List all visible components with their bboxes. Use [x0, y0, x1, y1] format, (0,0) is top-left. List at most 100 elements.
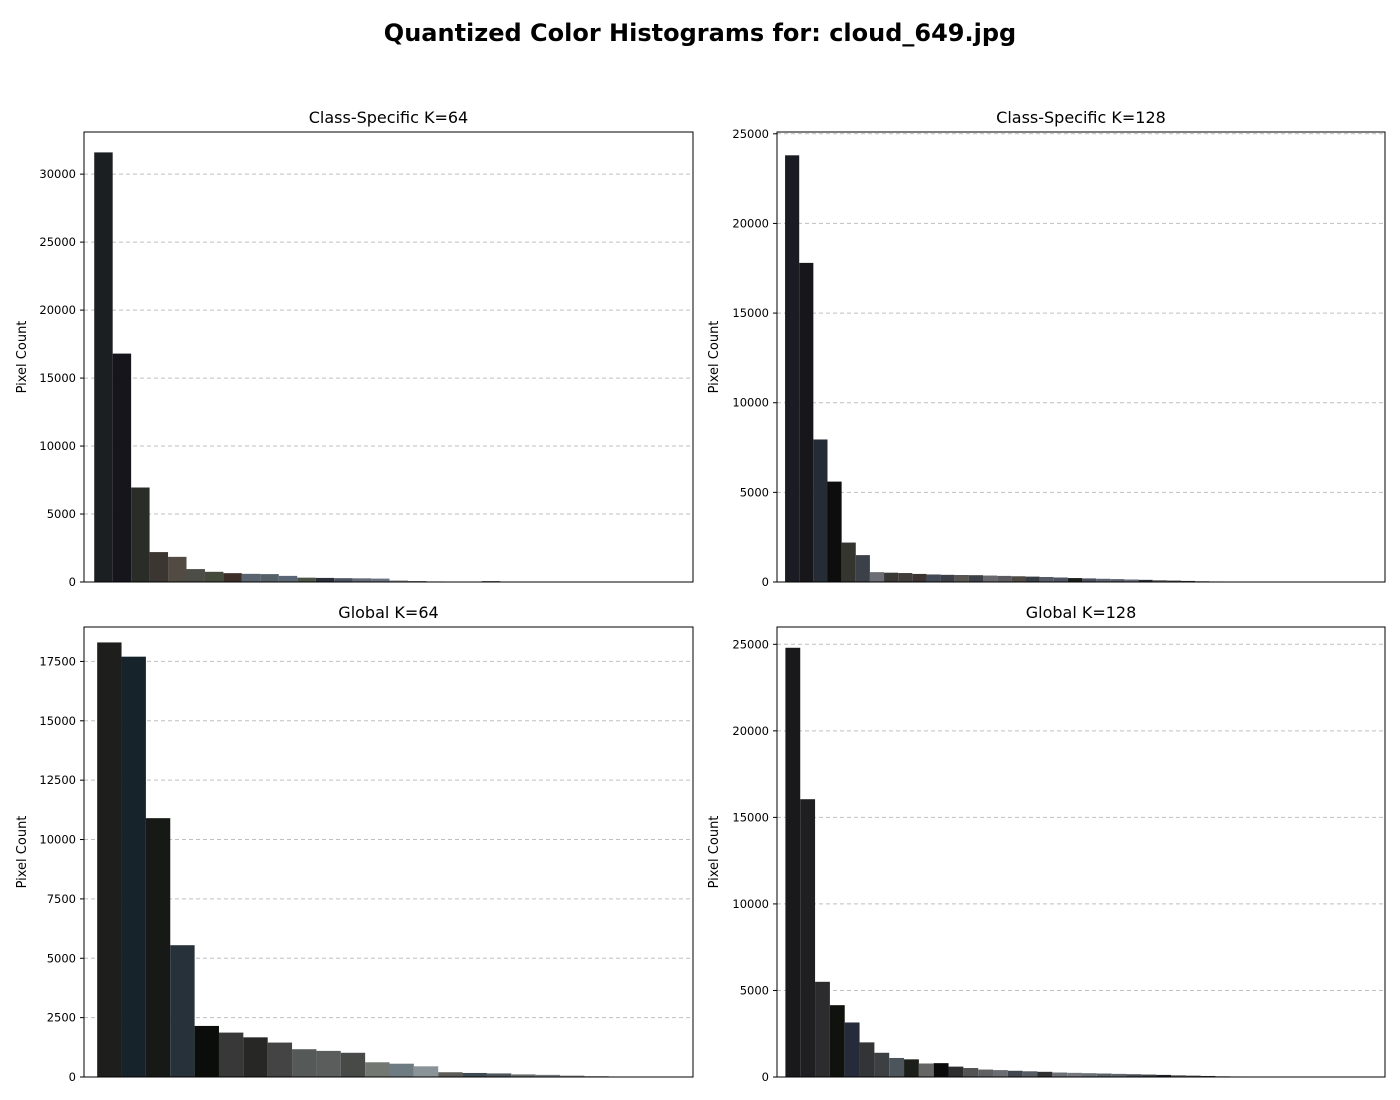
y-tick-label: 20000	[732, 216, 769, 230]
y-tick-label: 0	[69, 1070, 76, 1084]
bar	[785, 647, 801, 1077]
bar	[1166, 580, 1181, 582]
y-tick-label: 25000	[39, 235, 76, 249]
axes-frame	[83, 626, 694, 1078]
bar	[918, 1063, 934, 1077]
bar	[904, 1059, 919, 1077]
bar	[315, 577, 335, 582]
bar	[1096, 578, 1111, 582]
bar	[1096, 1073, 1112, 1077]
bar	[1180, 580, 1196, 582]
bar	[194, 1025, 219, 1077]
bar	[131, 487, 150, 582]
y-tick-label: 10000	[39, 439, 76, 453]
bar	[241, 573, 261, 582]
panel-title: Class-Specific K=64	[309, 108, 468, 127]
y-tick-label: 5000	[740, 485, 769, 499]
bar	[365, 1062, 390, 1077]
y-tick-label: 7500	[47, 892, 76, 906]
panel-title: Class-Specific K=128	[996, 108, 1166, 127]
bar	[968, 575, 984, 582]
bar	[1156, 1074, 1171, 1077]
bar	[948, 1066, 964, 1077]
panel-title: Global K=64	[338, 603, 438, 622]
bar	[223, 573, 242, 582]
bar	[1007, 1070, 1023, 1077]
bar	[535, 1074, 561, 1077]
y-tick-label: 10000	[732, 897, 769, 911]
bar	[800, 799, 816, 1077]
y-tick-label: 10000	[732, 396, 769, 410]
y-tick-label: 25000	[732, 127, 769, 141]
bar	[334, 578, 353, 582]
bar	[121, 656, 146, 1077]
bar	[1022, 1071, 1038, 1077]
panel-class-specific-k64: Class-Specific K=64 Pixel Count 0 5000 100…	[15, 108, 694, 589]
bar	[462, 1072, 487, 1077]
bar	[1152, 580, 1167, 582]
bar	[997, 575, 1012, 582]
bar	[1052, 1072, 1068, 1077]
y-tick-label: 0	[762, 1070, 769, 1084]
bar	[1011, 576, 1026, 582]
bar	[829, 1005, 845, 1077]
bar	[204, 571, 224, 582]
axes-frame	[776, 131, 1386, 583]
bar	[1025, 576, 1040, 582]
bar	[884, 572, 899, 582]
bar	[841, 542, 856, 582]
bar	[186, 569, 205, 582]
bar	[785, 155, 800, 582]
y-tick-label: 5000	[47, 951, 76, 965]
bar	[1067, 1072, 1082, 1077]
bar	[963, 1068, 979, 1077]
bar	[978, 1069, 994, 1077]
bar	[218, 1032, 244, 1077]
bar	[1111, 1073, 1127, 1077]
bar	[371, 578, 390, 582]
bar	[149, 552, 169, 582]
bar	[983, 575, 998, 582]
y-axis-label: Pixel Count	[15, 816, 30, 889]
y-tick-label: 0	[69, 575, 76, 589]
bar	[316, 1050, 341, 1077]
bar	[1124, 579, 1139, 582]
panel-class-specific-k128: Class-Specific K=128 Pixel Count 0 5000 10…	[707, 108, 1386, 589]
y-axis-label: Pixel Count	[15, 321, 30, 394]
panel-title: Global K=128	[1026, 603, 1137, 622]
bar	[912, 573, 927, 582]
bar	[844, 1022, 860, 1077]
bar	[292, 1049, 317, 1077]
y-tick-label: 25000	[732, 637, 769, 651]
bar	[278, 575, 298, 582]
bar	[1138, 579, 1153, 582]
y-tick-label: 30000	[39, 167, 76, 181]
bar	[1141, 1074, 1157, 1077]
y-tick-label: 5000	[740, 983, 769, 997]
bar	[389, 1063, 414, 1077]
bar	[486, 1073, 512, 1077]
bar	[413, 1066, 439, 1077]
bar	[267, 1042, 293, 1077]
bar	[1067, 578, 1082, 582]
bar	[1170, 1075, 1186, 1077]
bar	[1053, 577, 1068, 582]
bar	[94, 152, 113, 582]
bar	[389, 580, 408, 582]
bar	[243, 1037, 268, 1077]
bar	[260, 574, 279, 582]
bar	[799, 262, 814, 582]
bar	[993, 1070, 1008, 1077]
bar	[1110, 579, 1125, 582]
bar	[813, 439, 828, 582]
panel-global-k64: Global K=64 Pixel Count 0 2500 5000 7500 100…	[15, 603, 694, 1084]
bar	[889, 1057, 905, 1077]
bar	[940, 574, 955, 582]
bar	[926, 574, 941, 582]
y-tick-label: 17500	[39, 654, 76, 668]
y-tick-label: 15000	[732, 810, 769, 824]
y-tick-label: 2500	[47, 1011, 76, 1025]
bar	[933, 1063, 949, 1077]
bar	[145, 818, 171, 1077]
